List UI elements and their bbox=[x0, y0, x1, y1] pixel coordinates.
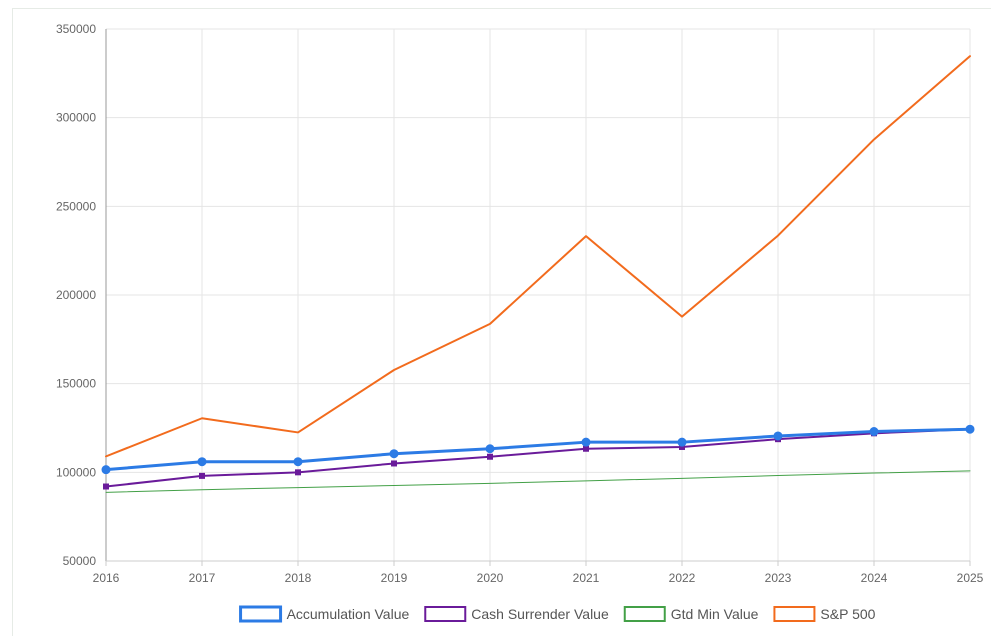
data-point-cash-surrender-value bbox=[103, 483, 109, 490]
series-s-p-500 bbox=[105, 55, 971, 458]
series-gtd-min-value bbox=[105, 470, 971, 493]
x-tick-label: 2017 bbox=[189, 571, 216, 585]
data-point-accumulation-value bbox=[773, 431, 783, 441]
legend-swatch bbox=[424, 606, 467, 622]
x-tick-label: 2023 bbox=[765, 571, 792, 585]
legend-item-accumulation-value[interactable]: Accumulation Value bbox=[239, 605, 410, 623]
series-cash-surrender-value bbox=[103, 426, 973, 490]
data-point-cash-surrender-value bbox=[199, 472, 205, 479]
y-tick-label: 250000 bbox=[56, 199, 96, 213]
y-tick-label: 100000 bbox=[56, 465, 96, 479]
legend-label: Gtd Min Value bbox=[671, 606, 759, 622]
data-point-cash-surrender-value bbox=[391, 460, 397, 467]
legend-swatch bbox=[773, 606, 816, 622]
legend-label: Cash Surrender Value bbox=[471, 606, 609, 622]
legend-item-cash-surrender-value[interactable]: Cash Surrender Value bbox=[424, 606, 609, 622]
x-tick-label: 2025 bbox=[957, 571, 984, 585]
y-tick-label: 350000 bbox=[56, 22, 96, 36]
legend-label: Accumulation Value bbox=[287, 606, 410, 622]
series-accumulation-value bbox=[101, 424, 975, 475]
x-tick-label: 2019 bbox=[381, 571, 408, 585]
y-tick-label: 200000 bbox=[56, 288, 96, 302]
data-point-cash-surrender-value bbox=[487, 453, 493, 460]
series-line-accumulation-value bbox=[104, 427, 972, 472]
legend-swatch bbox=[239, 605, 283, 623]
legend-item-gtd-min-value[interactable]: Gtd Min Value bbox=[623, 606, 759, 622]
grid-lines bbox=[105, 28, 971, 566]
x-tick-label: 2016 bbox=[93, 571, 120, 585]
data-point-accumulation-value bbox=[869, 427, 879, 437]
x-tick-label: 2018 bbox=[285, 571, 312, 585]
data-point-cash-surrender-value bbox=[679, 443, 685, 450]
data-point-accumulation-value bbox=[581, 437, 591, 447]
data-point-accumulation-value bbox=[485, 444, 495, 454]
x-tick-label: 2022 bbox=[669, 571, 696, 585]
y-tick-label: 300000 bbox=[56, 111, 96, 125]
y-tick-label: 150000 bbox=[56, 377, 96, 391]
panel-left-border bbox=[12, 8, 13, 636]
series-line-s-p-500 bbox=[105, 55, 971, 458]
legend-label: S&P 500 bbox=[820, 606, 875, 622]
data-point-cash-surrender-value bbox=[295, 469, 301, 476]
series-line-gtd-min-value bbox=[105, 470, 971, 493]
legend-item-s-p-500[interactable]: S&P 500 bbox=[773, 606, 876, 622]
x-tick-label: 2021 bbox=[573, 571, 600, 585]
panel-top-border bbox=[12, 8, 991, 9]
data-point-accumulation-value bbox=[197, 457, 207, 467]
data-point-cash-surrender-value bbox=[583, 445, 589, 452]
x-tick-label: 2020 bbox=[477, 571, 504, 585]
data-point-accumulation-value bbox=[965, 424, 975, 434]
data-point-accumulation-value bbox=[677, 437, 687, 447]
data-point-accumulation-value bbox=[101, 465, 111, 475]
legend-swatch bbox=[623, 606, 666, 622]
legend: Accumulation Value Cash Surrender Value Gt… bbox=[239, 605, 876, 623]
data-point-accumulation-value bbox=[293, 457, 303, 467]
series-line-cash-surrender-value bbox=[105, 428, 971, 488]
x-tick-label: 2024 bbox=[861, 571, 888, 585]
data-point-accumulation-value bbox=[389, 449, 399, 459]
y-tick-label: 50000 bbox=[63, 554, 97, 568]
